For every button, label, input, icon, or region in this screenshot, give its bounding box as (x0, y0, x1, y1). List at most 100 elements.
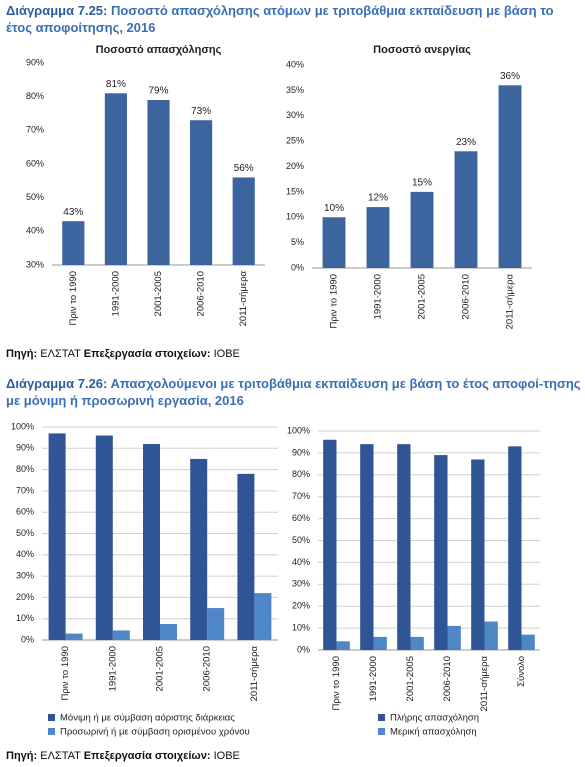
y-tick-label: 20% (292, 601, 310, 611)
bar (254, 593, 272, 640)
x-tick-label: Πριν το 1990 (68, 271, 79, 325)
x-tick-label: Πριν το 1990 (329, 274, 340, 328)
y-tick-label: 10% (286, 212, 304, 222)
value-label: 36% (500, 71, 520, 82)
bar (160, 624, 177, 640)
legend-swatch (378, 714, 385, 721)
bar (508, 446, 522, 650)
bar (48, 433, 66, 640)
source-label: Πηγή: (6, 750, 38, 762)
bar (410, 636, 424, 650)
value-label: 79% (148, 86, 168, 97)
y-tick-label: 50% (26, 192, 44, 202)
legend-swatch (48, 728, 55, 735)
bar (366, 207, 390, 268)
x-tick-label: 1991-2000 (107, 646, 118, 691)
x-tick-label: Σύνολο (516, 656, 527, 687)
bar (397, 444, 411, 650)
value-label: 15% (412, 178, 432, 189)
y-tick-label: 60% (16, 507, 34, 517)
bar (95, 435, 113, 640)
source-processor: IOBE (213, 348, 240, 360)
source-label: Πηγή: (6, 348, 38, 360)
source: Πηγή: ΕΛΣΤΑΤ Επεξεργασία στοιχείων: IOBE (6, 348, 240, 360)
y-tick-label: 10% (16, 613, 34, 623)
legend-label: Προσωρινή ή με σύμβαση ορισμένου χρόνου (60, 727, 250, 738)
y-tick-label: 40% (16, 549, 34, 559)
legend-swatch (48, 714, 55, 721)
y-tick-label: 30% (16, 570, 34, 580)
bar (232, 177, 255, 265)
bar (521, 634, 535, 650)
figure-caption: Διάγραμμα 7.26: Απασχολούμενοι με τριτοβ… (6, 375, 581, 409)
source-processing: Επεξεργασία στοιχείων: (83, 750, 211, 762)
bar (143, 444, 160, 640)
y-tick-label: 0% (291, 262, 304, 272)
x-tick-label: 1991-2000 (368, 656, 379, 701)
bar (360, 444, 374, 650)
y-tick-label: 70% (26, 125, 44, 135)
figure-caption: Διάγραμμα 7.25: Ποσοστό απασχόλησης ατόμ… (6, 2, 581, 36)
value-label: 56% (234, 163, 254, 174)
source-processor: IOBE (213, 750, 240, 762)
legend-label: Μερική απασχόληση (390, 727, 477, 738)
x-tick-label: 2011-σήμερα (505, 274, 516, 330)
y-tick-label: 40% (286, 59, 304, 69)
y-tick-label: 80% (26, 91, 44, 101)
figure-label: Διάγραμμα 7.25: (6, 3, 108, 18)
y-tick-label: 40% (292, 557, 310, 567)
x-tick-label: 2001-2005 (153, 271, 164, 316)
y-tick-label: 50% (292, 535, 310, 545)
source-agency: ΕΛΣΤΑΤ (40, 348, 81, 360)
y-tick-label: 20% (286, 161, 304, 171)
legend-label: Πλήρης απασχόληση (390, 713, 479, 724)
bar (104, 93, 127, 265)
x-tick-label: Πριν το 1990 (60, 646, 71, 700)
value-label: 23% (456, 137, 476, 148)
x-tick-label: 2006-2010 (461, 274, 472, 319)
bar (322, 217, 346, 268)
bar (112, 630, 130, 640)
source-processing: Επεξεργασία στοιχείων: (83, 348, 211, 360)
bar (147, 100, 170, 266)
x-tick-label: 2001-2005 (417, 274, 428, 319)
y-tick-label: 70% (16, 485, 34, 495)
figure-label: Διάγραμμα 7.26: (6, 376, 108, 391)
y-tick-label: 5% (291, 237, 304, 247)
x-tick-label: 2006-2010 (442, 656, 453, 701)
source: Πηγή: ΕΛΣΤΑΤ Επεξεργασία στοιχείων: IOBE (6, 750, 240, 762)
y-tick-label: 90% (292, 447, 310, 457)
bar (190, 120, 213, 265)
y-tick-label: 35% (286, 85, 304, 95)
x-tick-label: 2011-σήμερα (238, 271, 249, 327)
y-tick-label: 30% (26, 259, 44, 269)
y-tick-label: 25% (286, 136, 304, 146)
bar (471, 459, 485, 650)
y-tick-label: 60% (292, 513, 310, 523)
value-label: 10% (324, 203, 344, 214)
y-tick-label: 20% (16, 592, 34, 602)
bar (410, 191, 434, 268)
figure-title: Ποσοστό απασχόλησης ατόμων με τριτοβάθμι… (6, 3, 554, 35)
bar (323, 439, 337, 650)
bar (190, 458, 208, 640)
chart-title: Ποσοστό ανεργίας (373, 44, 471, 56)
bar (373, 636, 387, 650)
value-label: 12% (368, 193, 388, 204)
legend-label: Μόνιμη ή με σύμβαση αόριστης διάρκειας (60, 713, 235, 724)
y-tick-label: 30% (286, 110, 304, 120)
figure-title: Απασχολούμενοι με τριτοβάθμια εκπαίδευση… (6, 376, 581, 408)
bar (237, 473, 255, 640)
y-tick-label: 90% (16, 443, 34, 453)
y-tick-label: 40% (26, 226, 44, 236)
x-tick-label: 2006-2010 (196, 271, 207, 316)
y-tick-label: 100% (287, 425, 310, 435)
y-tick-label: 0% (297, 644, 310, 654)
x-tick-label: 1991-2000 (110, 271, 121, 316)
bar (207, 608, 225, 640)
y-tick-label: 80% (292, 469, 310, 479)
y-tick-label: 10% (292, 622, 310, 632)
x-tick-label: 2001-2005 (155, 646, 166, 691)
y-tick-label: 90% (26, 57, 44, 67)
